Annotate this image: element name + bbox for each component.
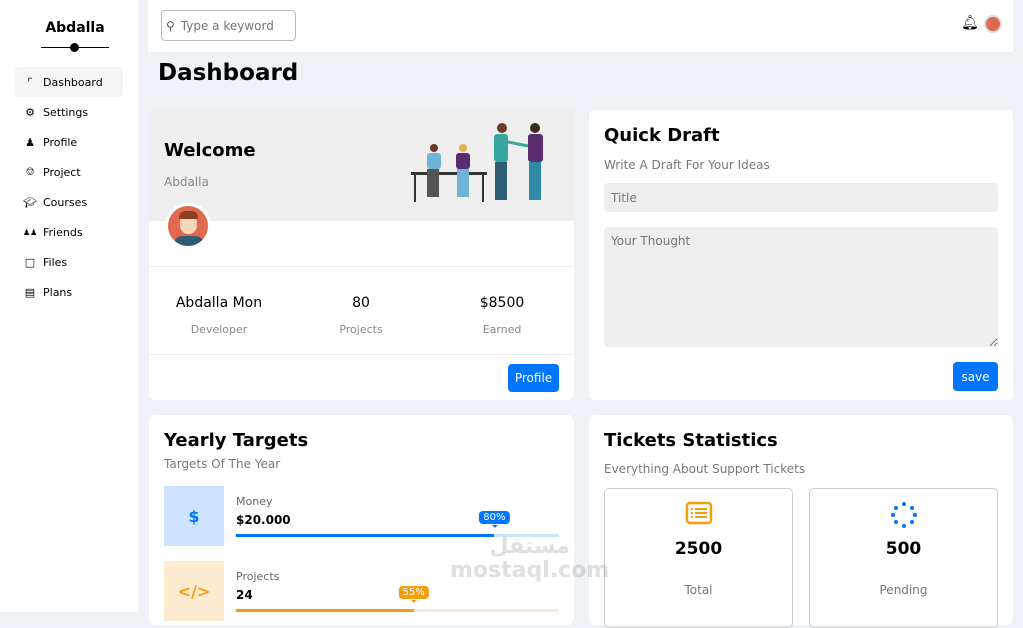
draft-thought-textarea[interactable] <box>604 227 998 347</box>
save-button[interactable]: save <box>953 362 998 391</box>
ticket-stat-total: 2500 Total <box>604 488 793 628</box>
stat-value: $8500 <box>479 295 525 311</box>
search-icon: ⚲ <box>166 18 175 33</box>
spinner-icon <box>810 501 997 529</box>
target-money: $ Money $20.000 80% <box>164 486 559 546</box>
progress-badge: 55% <box>398 586 429 603</box>
progress-fill <box>236 609 414 612</box>
bell-icon[interactable]: 🔔︎ <box>961 15 979 31</box>
stat-value: 80 <box>352 295 370 311</box>
sidebar-item-label: Courses <box>43 195 88 209</box>
target-value: $20.000 <box>236 513 291 527</box>
sidebar-item-profile[interactable]: ♟ Profile <box>15 127 123 157</box>
ticket-label: Total <box>684 583 713 597</box>
yearly-targets-subtitle: Targets Of The Year <box>164 457 281 471</box>
sidebar-item-friends[interactable]: ♟♟ Friends <box>15 217 123 247</box>
welcome-title: Welcome <box>164 140 256 161</box>
users-icon: ♟♟ <box>23 227 38 237</box>
sidebar-item-label: Files <box>43 255 68 269</box>
welcome-header <box>149 110 574 221</box>
chart-icon: ⌜ <box>27 75 33 89</box>
search-box[interactable]: ⚲ <box>161 10 296 41</box>
file-icon: □ <box>24 255 36 269</box>
stat-label: Developer <box>190 323 248 336</box>
sidebar-item-files[interactable]: □ Files <box>15 247 123 277</box>
sidebar: Abdalla ⌜ Dashboard ⚙ Settings ♟ Profile ⎊ Proj… <box>0 0 138 612</box>
ticket-count: 2500 <box>674 539 723 559</box>
sidebar-item-label: Project <box>43 165 81 179</box>
target-name: Money <box>236 495 273 508</box>
sidebar-item-label: Dashboard <box>43 75 103 89</box>
tickets-subtitle: Everything About Support Tickets <box>604 462 806 476</box>
sidebar-item-label: Plans <box>43 285 73 299</box>
list-icon <box>605 501 792 529</box>
divider <box>149 266 574 267</box>
sidebar-item-project[interactable]: ⎊ Project <box>15 157 123 187</box>
stat-value: Abdalla Mon <box>175 295 263 311</box>
page-title: Dashboard <box>158 60 299 86</box>
dollar-icon: $ <box>164 486 224 546</box>
sidebar-item-plans[interactable]: ▤ Plans <box>15 277 123 307</box>
watermark-latin: mostaql.com <box>450 558 610 584</box>
user-avatar[interactable] <box>984 15 1002 33</box>
progress-fill <box>236 534 495 537</box>
quick-draft-title: Quick Draft <box>604 125 720 146</box>
brand-name: Abdalla <box>45 20 105 36</box>
ticket-count: 500 <box>885 539 922 559</box>
gear-icon: ⚙ <box>25 105 35 119</box>
stat-name: Abdalla Mon Developer <box>149 295 289 336</box>
welcome-subtitle: Abdalla <box>164 175 209 189</box>
target-name: Projects <box>236 570 280 583</box>
sidebar-item-settings[interactable]: ⚙ Settings <box>15 97 123 127</box>
quick-draft-card: Quick Draft Write A Draft For Your Ideas… <box>589 110 1013 400</box>
progress-track: 55% <box>236 586 559 612</box>
graduation-cap-icon: 🎓︎ <box>23 195 37 209</box>
credit-card-icon: ▤ <box>24 285 36 299</box>
target-projects: </> Projects 24 55% <box>164 561 559 621</box>
quick-draft-subtitle: Write A Draft For Your Ideas <box>604 158 770 172</box>
stat-label: Earned <box>482 323 522 336</box>
sidebar-item-courses[interactable]: 🎓︎ Courses <box>15 187 123 217</box>
code-icon: </> <box>164 561 224 621</box>
divider <box>149 354 574 355</box>
yearly-targets-card: Yearly Targets Targets Of The Year $ Mon… <box>149 415 574 625</box>
ticket-label: Pending <box>879 583 928 597</box>
watermark: مستقل mostaql.com <box>450 534 610 584</box>
sidebar-item-label: Settings <box>43 105 89 119</box>
sidebar-nav: ⌜ Dashboard ⚙ Settings ♟ Profile ⎊ Project 🎓︎ Cou… <box>15 67 123 307</box>
yearly-targets-title: Yearly Targets <box>164 430 309 451</box>
progress-track: 80% <box>236 511 559 537</box>
tickets-card: Tickets Statistics Everything About Supp… <box>589 415 1013 628</box>
watermark-arabic: مستقل <box>489 534 570 559</box>
profile-avatar <box>165 203 211 249</box>
profile-button[interactable]: Profile <box>508 364 559 392</box>
stat-projects: 80 Projects <box>291 295 431 336</box>
topbar: ⚲ 🔔︎ <box>148 0 1013 52</box>
brand-dot <box>70 43 79 52</box>
stat-earned: $8500 Earned <box>432 295 572 336</box>
draft-title-input[interactable] <box>604 183 998 212</box>
progress-badge: 80% <box>479 511 510 528</box>
stat-label: Projects <box>339 323 383 336</box>
user-icon: ♟ <box>25 135 35 149</box>
tickets-title: Tickets Statistics <box>604 430 778 451</box>
sidebar-item-label: Friends <box>43 225 83 239</box>
team-illustration <box>411 123 543 202</box>
welcome-card: Welcome Abdalla Abdalla Mon Developer 80 P… <box>149 110 574 400</box>
sidebar-item-dashboard[interactable]: ⌜ Dashboard <box>15 67 123 97</box>
sidebar-item-label: Profile <box>43 135 78 149</box>
target-value: 24 <box>236 588 253 602</box>
diagram-icon: ⎊ <box>25 165 35 178</box>
ticket-stat-pending: 500 Pending <box>809 488 998 628</box>
search-input[interactable] <box>180 18 286 33</box>
